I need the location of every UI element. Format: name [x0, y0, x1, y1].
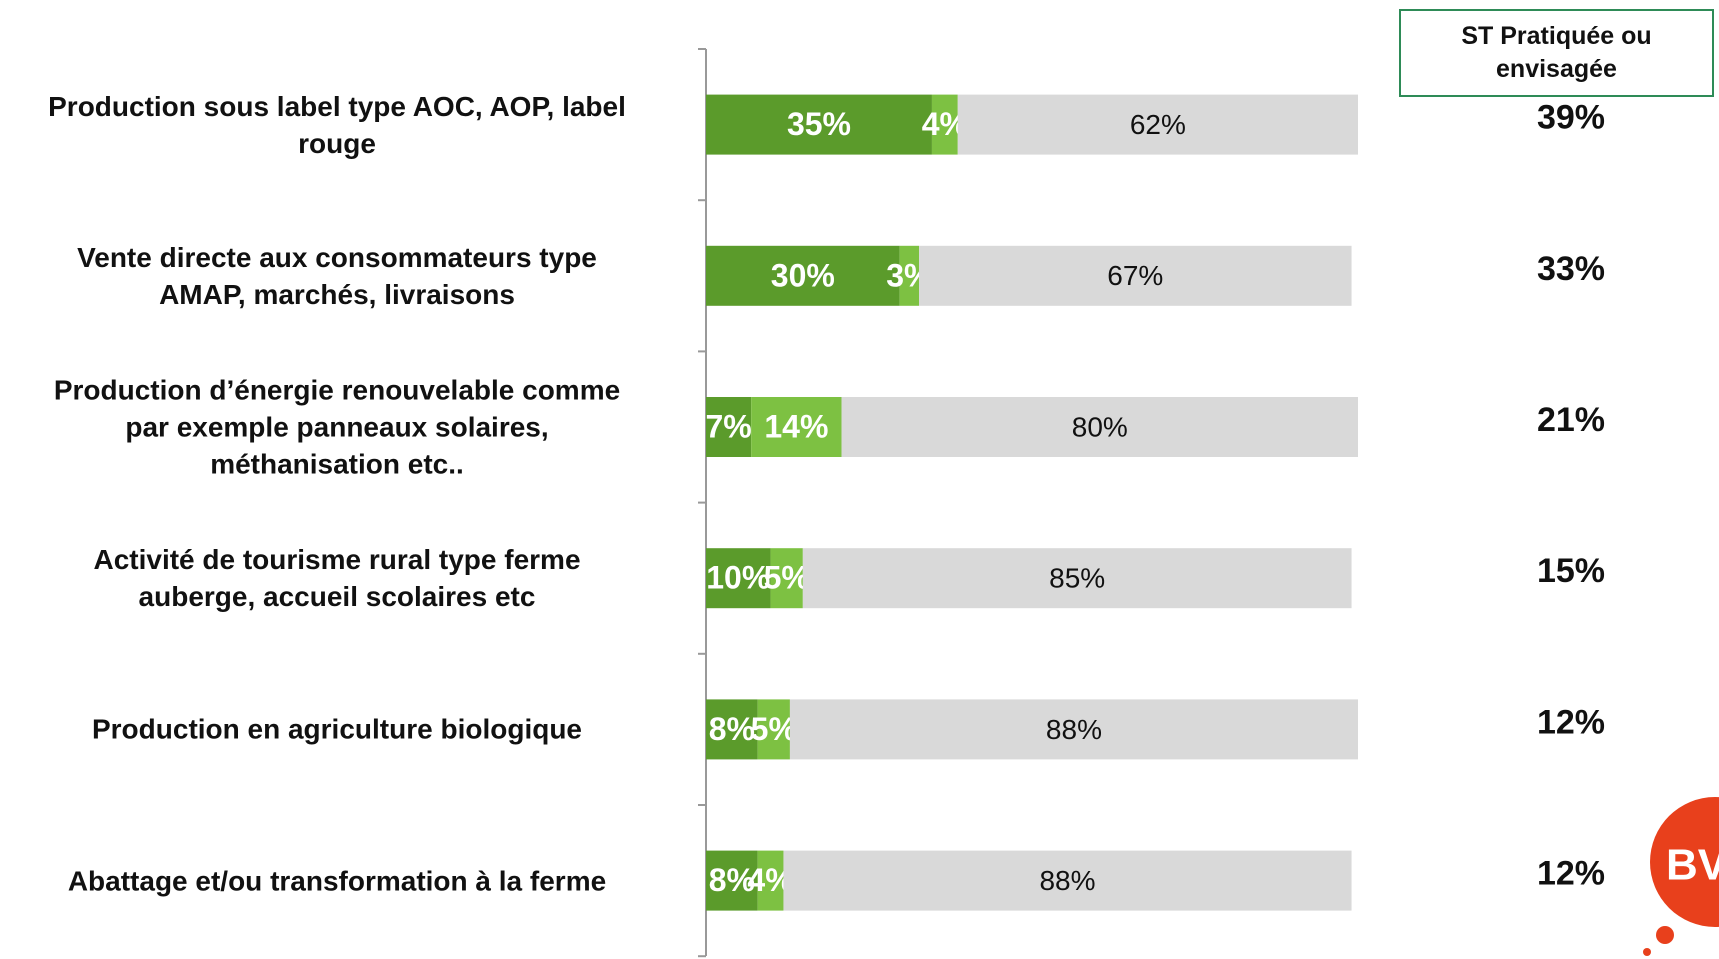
category-label: Activité de tourisme rural type ferme au…: [93, 544, 581, 613]
bar-segment: [770, 548, 803, 609]
category-label: Production d’énergie renouvelable comme …: [53, 374, 621, 480]
logo-dot: [1656, 926, 1674, 944]
bar-segment: [751, 397, 842, 457]
logo-text: BV: [1666, 841, 1719, 890]
value-label: 10%: [706, 560, 770, 596]
total-label: 15%: [1537, 552, 1605, 590]
value-label: 30%: [771, 257, 835, 293]
category-label: Production sous label type AOC, AOP, lab…: [48, 90, 626, 159]
bar-segment: [706, 94, 932, 155]
value-label: 88%: [1046, 714, 1102, 745]
bar-segment: [957, 94, 1358, 155]
value-label: 8%: [709, 711, 755, 747]
value-label: 7%: [705, 408, 751, 444]
bar-segment: [899, 245, 920, 306]
bar-segment: [757, 699, 790, 760]
value-label: 67%: [1107, 260, 1163, 291]
total-label: 21%: [1537, 401, 1605, 439]
value-label: 62%: [1130, 109, 1186, 140]
value-label: 5%: [764, 560, 810, 596]
bar-segment: [802, 548, 1352, 609]
bar-segment: [706, 850, 758, 911]
bar-segment: [706, 699, 758, 760]
total-label: 33%: [1537, 250, 1605, 288]
value-label: 5%: [751, 711, 797, 747]
value-label: 88%: [1039, 865, 1095, 896]
totals-header: ST Pratiquée ou envisagée: [1399, 9, 1714, 97]
bar-segment: [841, 397, 1358, 457]
total-label: 12%: [1537, 703, 1605, 741]
logo-dot: [1643, 948, 1651, 956]
bar-segment: [757, 850, 784, 911]
total-label: 39%: [1537, 99, 1605, 137]
value-label: 8%: [709, 862, 755, 898]
bar-segment: [706, 245, 900, 306]
logo-mark: [1650, 797, 1719, 927]
bar-segment: [931, 94, 958, 155]
value-label: 14%: [764, 408, 828, 444]
value-label: 85%: [1049, 563, 1105, 594]
category-label: Abattage et/ou transformation à la ferme: [67, 865, 607, 897]
value-label: 35%: [787, 106, 851, 142]
category-label: Production en agriculture biologique: [91, 713, 582, 745]
value-label: 80%: [1072, 411, 1128, 442]
bar-segment: [789, 699, 1358, 760]
bar-segment: [783, 850, 1352, 911]
category-label: Vente directe aux consommateurs type AMA…: [77, 241, 597, 310]
bar-segment: [706, 548, 771, 609]
bar-segment: [919, 245, 1352, 306]
total-label: 12%: [1537, 855, 1605, 893]
bar-segment: [706, 397, 752, 457]
